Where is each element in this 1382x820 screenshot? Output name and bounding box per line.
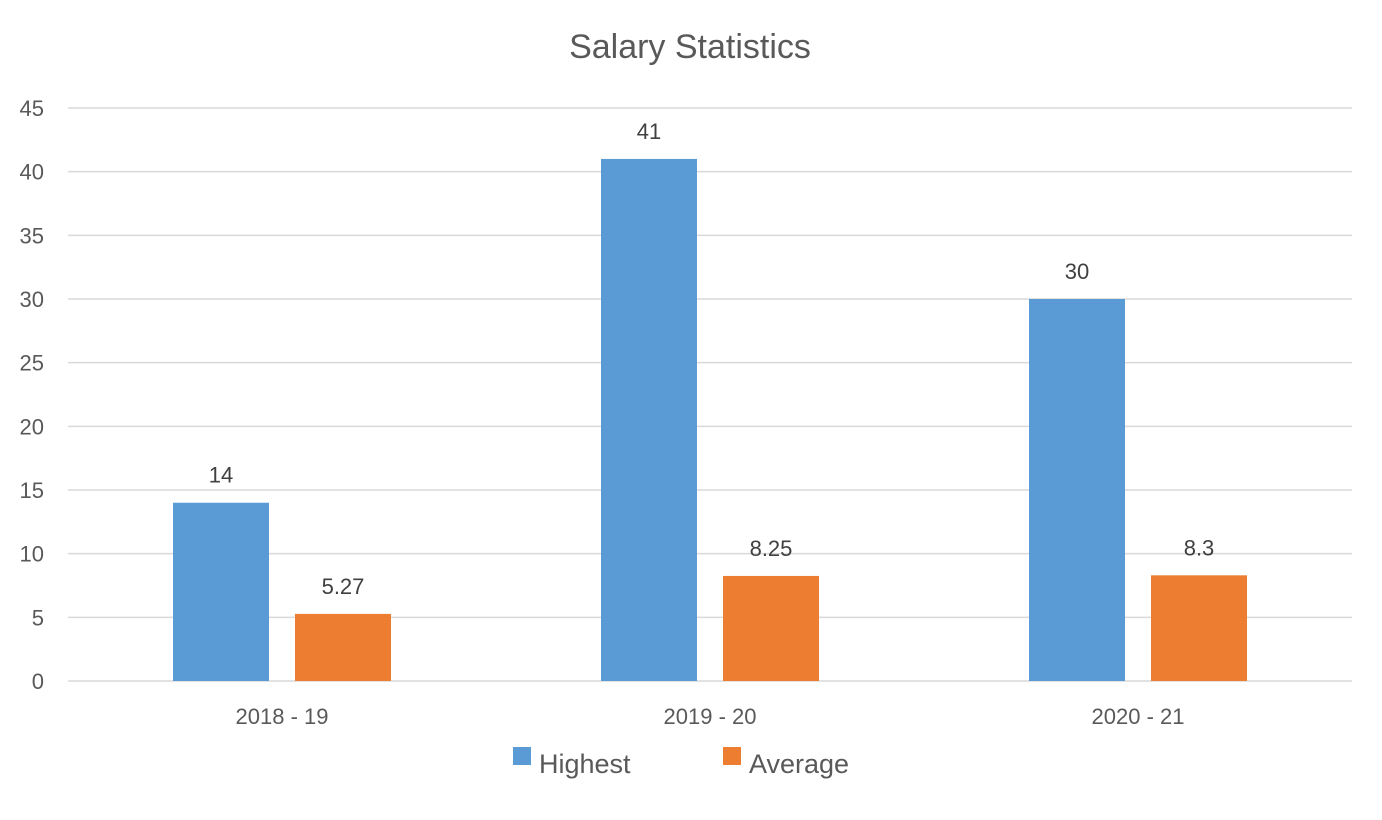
y-tick-label: 35	[20, 223, 44, 248]
y-axis-ticks: 0 5 10 15 20 25 30 35 40 45	[20, 96, 44, 694]
chart-title: Salary Statistics	[569, 28, 811, 66]
x-category-label: 2018 - 19	[236, 704, 329, 729]
data-label: 30	[1065, 259, 1089, 284]
bar-average	[295, 613, 391, 681]
bars	[173, 158, 1247, 681]
data-label: 8.25	[750, 536, 793, 561]
y-tick-label: 5	[32, 605, 44, 630]
data-labels: 14 5.27 41 8.25 30 8.3	[209, 119, 1215, 599]
bar-highest	[601, 158, 697, 681]
y-tick-label: 40	[20, 160, 44, 185]
bar-highest	[1029, 299, 1125, 681]
bar-average	[1151, 575, 1247, 681]
y-tick-label: 30	[20, 287, 44, 312]
legend: Highest Average	[513, 747, 849, 779]
x-category-label: 2020 - 21	[1092, 704, 1185, 729]
x-category-label: 2019 - 20	[664, 704, 757, 729]
y-tick-label: 10	[20, 542, 44, 567]
legend-swatch-highest	[513, 747, 531, 765]
data-label: 41	[637, 119, 661, 144]
data-label: 14	[209, 463, 233, 488]
data-label: 8.3	[1184, 535, 1215, 560]
bar-highest	[173, 502, 269, 681]
y-tick-label: 0	[32, 669, 44, 694]
gridlines	[68, 107, 1352, 682]
legend-label-average: Average	[749, 749, 849, 779]
data-label: 5.27	[322, 574, 365, 599]
x-axis-categories: 2018 - 19 2019 - 20 2020 - 21	[236, 704, 1185, 729]
legend-swatch-average	[723, 747, 741, 765]
bar-average	[723, 575, 819, 681]
y-tick-label: 15	[20, 478, 44, 503]
y-tick-label: 20	[20, 414, 44, 439]
y-tick-label: 45	[20, 96, 44, 121]
y-tick-label: 25	[20, 351, 44, 376]
legend-label-highest: Highest	[539, 749, 631, 779]
